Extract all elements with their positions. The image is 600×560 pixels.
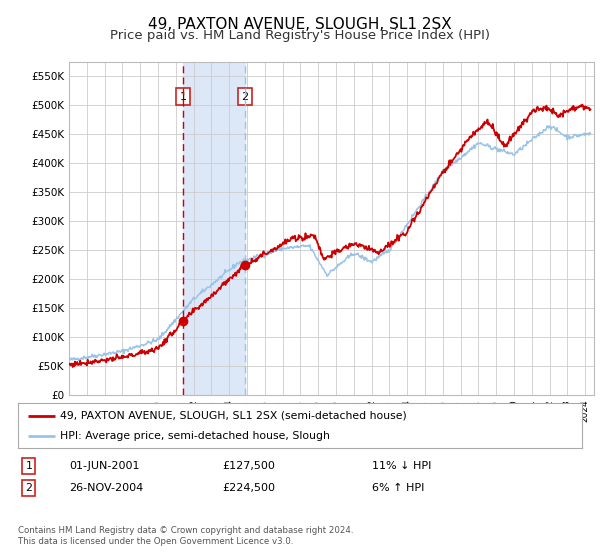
Text: 26-NOV-2004: 26-NOV-2004 [69, 483, 143, 493]
Text: 11% ↓ HPI: 11% ↓ HPI [372, 461, 431, 471]
Text: HPI: Average price, semi-detached house, Slough: HPI: Average price, semi-detached house,… [60, 431, 330, 441]
Text: 1: 1 [180, 92, 187, 101]
Text: 49, PAXTON AVENUE, SLOUGH, SL1 2SX: 49, PAXTON AVENUE, SLOUGH, SL1 2SX [148, 17, 452, 32]
Text: £127,500: £127,500 [222, 461, 275, 471]
Text: Price paid vs. HM Land Registry's House Price Index (HPI): Price paid vs. HM Land Registry's House … [110, 29, 490, 42]
Bar [183, 62, 245, 395]
Text: Contains HM Land Registry data © Crown copyright and database right 2024.
This d: Contains HM Land Registry data © Crown c… [18, 526, 353, 546]
Text: 2: 2 [25, 483, 32, 493]
Text: 6% ↑ HPI: 6% ↑ HPI [372, 483, 424, 493]
Text: 2: 2 [242, 92, 249, 101]
Text: £224,500: £224,500 [222, 483, 275, 493]
Text: 1: 1 [25, 461, 32, 471]
Text: 01-JUN-2001: 01-JUN-2001 [69, 461, 139, 471]
Text: 49, PAXTON AVENUE, SLOUGH, SL1 2SX (semi-detached house): 49, PAXTON AVENUE, SLOUGH, SL1 2SX (semi… [60, 410, 407, 421]
